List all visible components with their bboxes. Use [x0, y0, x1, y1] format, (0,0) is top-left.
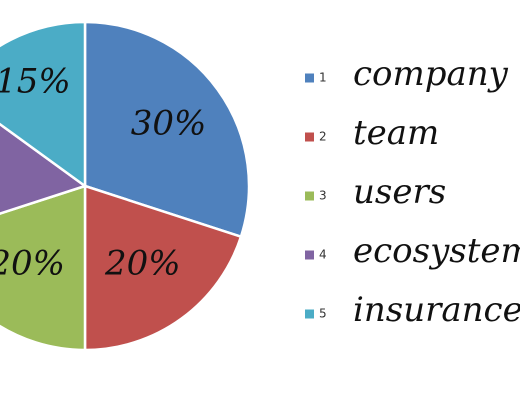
pie-slice-ecosystem	[0, 122, 88, 215]
pie-slice-team	[83, 184, 243, 352]
legend-number: 2	[319, 130, 327, 144]
legend-label: ecosystem	[353, 231, 520, 271]
legend-swatch	[305, 132, 314, 142]
legend-number: 1	[319, 71, 327, 85]
pie-value-label: 15%	[0, 62, 71, 102]
pie-value-label: 20%	[104, 244, 181, 284]
legend-number: 5	[319, 307, 327, 321]
pie-slice-company	[83, 20, 251, 239]
legend-swatch	[305, 250, 314, 260]
legend-swatch	[305, 309, 314, 319]
pie-value-label: %	[0, 148, 1, 188]
legend-label: team	[353, 113, 439, 153]
pie-slice-insurance-f	[0, 20, 87, 189]
pie-slices	[0, 20, 251, 352]
legend-label: users	[353, 172, 446, 212]
legend: 1 company 2 team 3 users 4 ecosystem 5 insurance …	[305, 54, 520, 330]
pie-slice-users	[0, 184, 87, 352]
legend-swatch	[305, 73, 314, 83]
legend-number: 3	[319, 189, 327, 203]
pie-value-labels: 30% 20% 20%% 15%	[0, 62, 206, 284]
legend-label: company	[353, 54, 509, 94]
pie-value-label: 20%	[0, 244, 65, 284]
legend-swatch	[305, 191, 314, 201]
legend-label: insurance f	[353, 290, 520, 330]
pie-value-label: 30%	[131, 103, 207, 143]
legend-number: 4	[319, 248, 327, 262]
